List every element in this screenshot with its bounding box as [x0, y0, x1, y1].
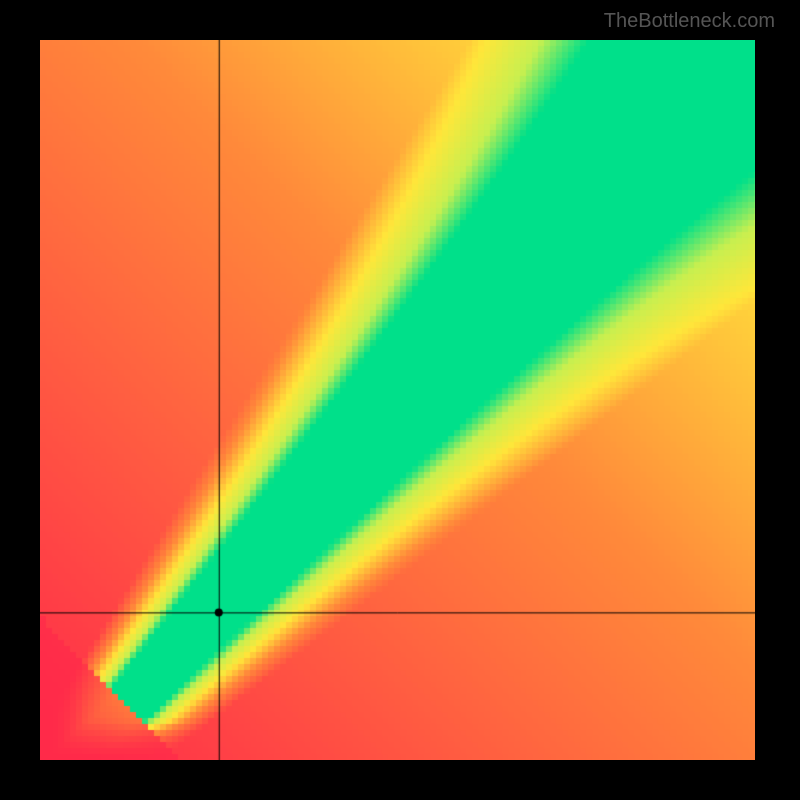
bottleneck-heatmap [40, 40, 755, 760]
watermark-text: TheBottleneck.com [604, 10, 775, 33]
heatmap-canvas [40, 40, 755, 760]
